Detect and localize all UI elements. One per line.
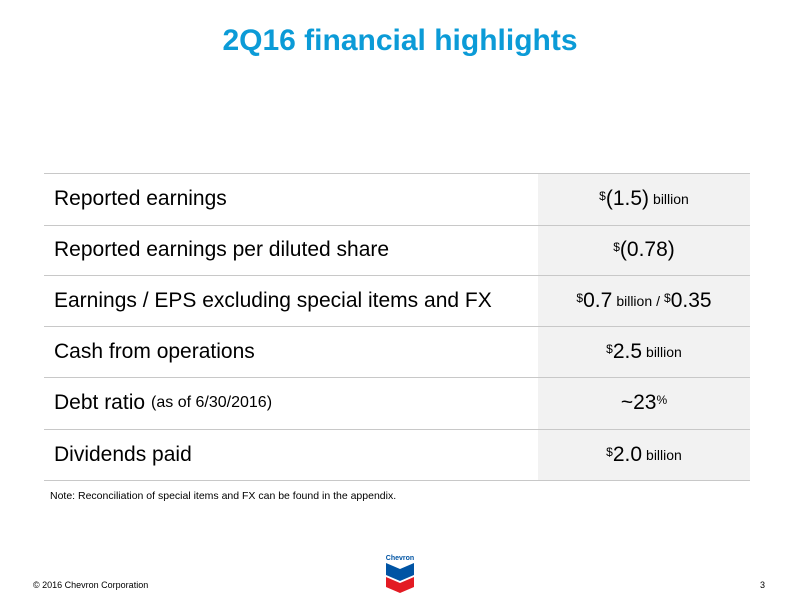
logo-lower-chevron xyxy=(386,577,414,593)
row-label-text: Earnings / EPS excluding special items a… xyxy=(54,288,492,312)
value-separator: / xyxy=(656,292,661,309)
row-label: Earnings / EPS excluding special items a… xyxy=(44,276,538,326)
value-number: 2.0 xyxy=(612,442,643,466)
chevron-logo-icon: Chevron xyxy=(386,555,414,593)
table-row: Reported earnings $ (1.5) billion xyxy=(44,174,750,226)
table-row: Debt ratio (as of 6/30/2016) ~23 % xyxy=(44,378,750,430)
row-label-sub: (as of 6/30/2016) xyxy=(151,394,273,412)
value-unit: billion xyxy=(616,292,653,309)
row-label: Cash from operations xyxy=(44,327,538,378)
value-number-2: 0.35 xyxy=(670,288,712,312)
row-value: ~23 % xyxy=(538,378,750,429)
value-number: 0.7 xyxy=(583,288,613,312)
row-label-text: Reported earnings per diluted share xyxy=(54,238,390,262)
value-number: (0.78) xyxy=(619,238,675,262)
table-row: Dividends paid $ 2.0 billion xyxy=(44,429,750,481)
footnote: Note: Reconciliation of special items an… xyxy=(50,490,397,502)
row-label-text: Cash from operations xyxy=(54,339,255,363)
row-label: Debt ratio (as of 6/30/2016) xyxy=(44,378,538,429)
row-label: Dividends paid xyxy=(44,430,538,481)
currency-sup: $ xyxy=(576,290,584,305)
row-value: $ 0.7 billion / $ 0.35 xyxy=(538,276,750,326)
logo-text: Chevron xyxy=(386,555,414,562)
value-number: 2.5 xyxy=(612,339,643,363)
row-value: $ 2.5 billion xyxy=(538,326,750,377)
table-row: Earnings / EPS excluding special items a… xyxy=(44,276,750,327)
currency-sup: $ xyxy=(606,444,613,459)
percent-sup: % xyxy=(656,393,668,408)
row-label-text: Dividends paid xyxy=(54,442,192,466)
row-value: $ (0.78) xyxy=(538,225,750,275)
row-value: $ (1.5) billion xyxy=(538,174,750,225)
currency-sup: $ xyxy=(613,240,620,255)
table-row: Reported earnings per diluted share $ (0… xyxy=(44,225,750,276)
value-unit: billion xyxy=(646,446,682,463)
row-value: $ 2.0 billion xyxy=(538,429,750,480)
slide-title: 2Q16 financial highlights xyxy=(222,24,578,57)
value-number: (1.5) xyxy=(605,187,650,211)
value-unit: billion xyxy=(646,343,682,360)
row-label: Reported earnings per diluted share xyxy=(44,226,538,276)
row-label-text: Debt ratio xyxy=(54,391,146,415)
highlights-table: Reported earnings $ (1.5) billion Report… xyxy=(44,173,750,481)
currency-sup: $ xyxy=(599,189,606,204)
row-label: Reported earnings xyxy=(44,174,538,225)
table-row: Cash from operations $ 2.5 billion xyxy=(44,326,750,378)
row-label-text: Reported earnings xyxy=(54,187,227,211)
currency-sup: $ xyxy=(606,341,613,356)
copyright: © 2016 Chevron Corporation xyxy=(33,580,149,590)
logo-upper-chevron xyxy=(386,563,414,581)
value-unit: billion xyxy=(653,191,689,208)
currency-sup: $ xyxy=(664,290,671,305)
page-number: 3 xyxy=(759,580,765,590)
value-number: ~23 xyxy=(620,391,657,415)
